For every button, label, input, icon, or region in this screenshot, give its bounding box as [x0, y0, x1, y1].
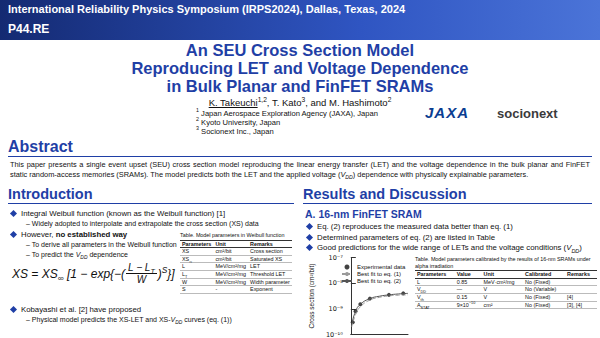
- html-text:Unit: Unit: [483, 271, 494, 278]
- html-text:Kobayashi et al. [2] have prop: Kobayashi et al. [2] have proposed: [21, 305, 142, 314]
- html-text:JAXA: JAXA: [425, 104, 469, 121]
- html-text:cm²/bit: cm²/bit: [215, 248, 232, 255]
- html-text:3Socionext Inc., Japan: 3Socionext Inc., Japan: [196, 125, 274, 136]
- html-text:LET: LET: [250, 263, 260, 270]
- html-text:Introduction: Introduction: [8, 186, 93, 202]
- html-text:Saturated XS: Saturated XS: [250, 255, 283, 262]
- html-text:No (Variable): No (Variable): [525, 286, 557, 293]
- svg-text:Best fit to eq. (1): Best fit to eq. (1): [357, 271, 401, 277]
- html-text:L: L: [417, 278, 420, 285]
- html-text:MeV/cm²/mg: MeV/cm²/mg: [215, 278, 246, 285]
- html-text:No (Fixed): No (Fixed): [525, 301, 551, 308]
- html-text:An SEU Cross Section Model: An SEU Cross Section Model: [185, 41, 415, 59]
- html-text:Reproducing LET and Voltage De: Reproducing LET and Voltage Dependence: [131, 59, 469, 77]
- html-text:XS: XS: [182, 248, 190, 255]
- html-text:Calibrated: Calibrated: [525, 271, 552, 278]
- html-text:Value: Value: [456, 271, 471, 278]
- html-text:2Kyoto University, Japan: 2Kyoto University, Japan: [196, 116, 281, 127]
- html-text:Table. Model parameters in Wei: Table. Model parameters in Weibull funct…: [180, 232, 285, 238]
- html-text:9×10−10: 9×10−10: [456, 300, 476, 308]
- html-text:XS = XS∞[1 − exp{−( L − LT: XS = XS∞[1 − exp{−( L − LT: [12, 262, 155, 283]
- html-text:ASTAT: ASTAT: [417, 301, 430, 310]
- html-text:1Japan Aerospace Exploration A: 1Japan Aerospace Exploration Agency (JAX…: [196, 107, 378, 118]
- html-text:V: V: [483, 294, 488, 300]
- html-text:Width parameter: Width parameter: [250, 278, 290, 285]
- html-text:Integral Weibull function (kno: Integral Weibull function (known as the …: [21, 209, 226, 218]
- svg-text:Best fit to eq. (2): Best fit to eq. (2): [357, 278, 401, 284]
- svg-text:10⁻⁷: 10⁻⁷: [329, 254, 344, 262]
- html-text:Table. Model parameters calibr: Table. Model parameters calibrated by th…: [415, 256, 591, 269]
- html-text:A. 16-nm FinFET SRAM: A. 16-nm FinFET SRAM: [305, 208, 422, 220]
- html-text:)S}]: )S}]: [157, 264, 175, 281]
- html-text:Eq. (2) reproduces the measure: Eq. (2) reproduces the measured data bet…: [317, 222, 513, 231]
- html-text:W: W: [136, 274, 147, 285]
- html-text:Determined parameters of eq. (: Determined parameters of eq. (2) are lis…: [317, 232, 495, 242]
- html-text:Parameters: Parameters: [417, 271, 447, 278]
- svg-text:10⁻⁸: 10⁻⁸: [329, 279, 344, 287]
- html-text:Remarks: Remarks: [250, 240, 273, 247]
- html-text:MeV/cm²/mg: MeV/cm²/mg: [215, 271, 246, 277]
- html-text:Parameters: Parameters: [182, 240, 212, 247]
- html-text:– Widely adopted to interpolat: – Widely adopted to interpolate and extr…: [26, 220, 259, 227]
- html-text:Good predictions for the wide: Good predictions for the wide range of L…: [317, 243, 582, 254]
- html-text:[4]: [4]: [567, 294, 574, 300]
- html-text:K. Takeuchi1,2, T. Kato3, and: K. Takeuchi1,2, T. Kato3, and M. Hashimo…: [208, 95, 392, 108]
- html-text:This paper presents a single e: This paper presents a single event upset…: [10, 160, 590, 180]
- html-text:W: W: [182, 278, 188, 285]
- html-text:0.15: 0.15: [456, 294, 468, 300]
- svg-text:Experimental data: Experimental data: [357, 264, 406, 270]
- html-text:– To derive all parameters in: – To derive all parameters in the Weibul…: [26, 241, 177, 248]
- html-text:XS∞: XS∞: [182, 255, 192, 264]
- html-text:Vth: Vth: [417, 294, 424, 302]
- html-text:Results and Discussion: Results and Discussion: [303, 186, 467, 202]
- html-text:V: V: [483, 286, 488, 293]
- html-text:Abstract: Abstract: [8, 138, 73, 155]
- html-text:Threshold LET: Threshold LET: [250, 271, 286, 277]
- html-text:cm²: cm²: [483, 301, 493, 308]
- html-text:P44.RE: P44.RE: [8, 22, 50, 36]
- html-text:Unit: Unit: [215, 240, 226, 247]
- svg-text:Cross section (cm²/bit): Cross section (cm²/bit): [308, 263, 316, 328]
- html-text:L: L: [182, 263, 185, 270]
- html-text:No (Fixed): No (Fixed): [525, 294, 551, 300]
- html-text:MeV/cm²/mg: MeV/cm²/mg: [215, 263, 246, 270]
- html-text:0.85: 0.85: [456, 278, 468, 285]
- html-text:Cross section: Cross section: [250, 248, 283, 255]
- html-text:Exponent: Exponent: [250, 286, 273, 293]
- html-text:MeV·cm²/mg: MeV·cm²/mg: [483, 278, 515, 285]
- svg-text:10⁻¹⁰: 10⁻¹⁰: [326, 331, 343, 338]
- html-text:– Physical model predicts the: – Physical model predicts the XS-LET and…: [26, 316, 232, 326]
- html-text:VDD: VDD: [417, 286, 427, 295]
- svg-text:10⁻⁹: 10⁻⁹: [329, 305, 344, 313]
- html-text:Remarks: Remarks: [567, 271, 590, 278]
- html-text:socionext: socionext: [497, 106, 558, 121]
- html-text:International Reliability Phys: International Reliability Physics Sympos…: [8, 3, 406, 15]
- html-text:– To predict the VDDdependence: – To predict the VDDdependence: [26, 250, 128, 260]
- html-text:in Bulk Planar and FinFET SRAM: in Bulk Planar and FinFET SRAMs: [166, 77, 434, 95]
- html-text:However, no established way: However, no established way: [21, 230, 128, 239]
- html-text:LT: LT: [182, 271, 188, 279]
- html-text:[3], [4]: [3], [4]: [567, 301, 583, 308]
- html-text:S: S: [182, 286, 186, 293]
- html-text:No (Fixed): No (Fixed): [525, 278, 551, 285]
- html-text:cm²/bit: cm²/bit: [215, 255, 232, 262]
